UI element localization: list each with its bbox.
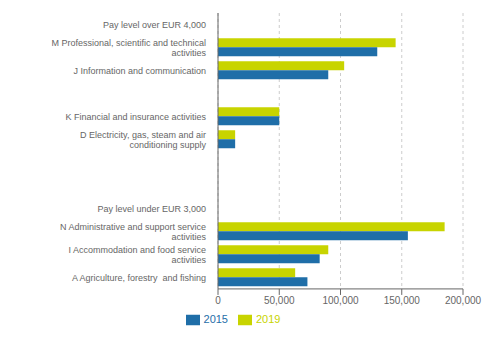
svg-text:J Information and communicatio: J Information and communication (73, 66, 206, 76)
svg-text:M Professional, scientific and: M Professional, scientific and technical… (51, 38, 206, 58)
html-text:2019: 2019 (256, 312, 281, 325)
svg-text:0: 0 (215, 295, 221, 306)
html-text:2015: 2015 (203, 312, 228, 325)
svg-text:K Financial and insurance acti: K Financial and insurance activities (65, 112, 206, 122)
svg-text:N Administrative and support s: N Administrative and support serviceacti… (60, 222, 207, 242)
svg-text:Pay level over EUR 4,000: Pay level over EUR 4,000 (103, 20, 206, 30)
svg-text:I Accommodation and food servi: I Accommodation and food serviceactiviti… (68, 245, 206, 265)
svg-text:50,000: 50,000 (264, 295, 295, 306)
svg-text:150,000: 150,000 (384, 295, 421, 306)
svg-text:A Agriculture, forestry and f: A Agriculture, forestry and fishing (72, 273, 206, 283)
svg-text:Pay level under EUR 3,000: Pay level under EUR 3,000 (97, 204, 206, 214)
svg-text:100,000: 100,000 (322, 295, 359, 306)
svg-text:D Electricity, gas, steam and: D Electricity, gas, steam and airconditi… (80, 130, 206, 150)
svg-text:200,000: 200,000 (445, 295, 482, 306)
